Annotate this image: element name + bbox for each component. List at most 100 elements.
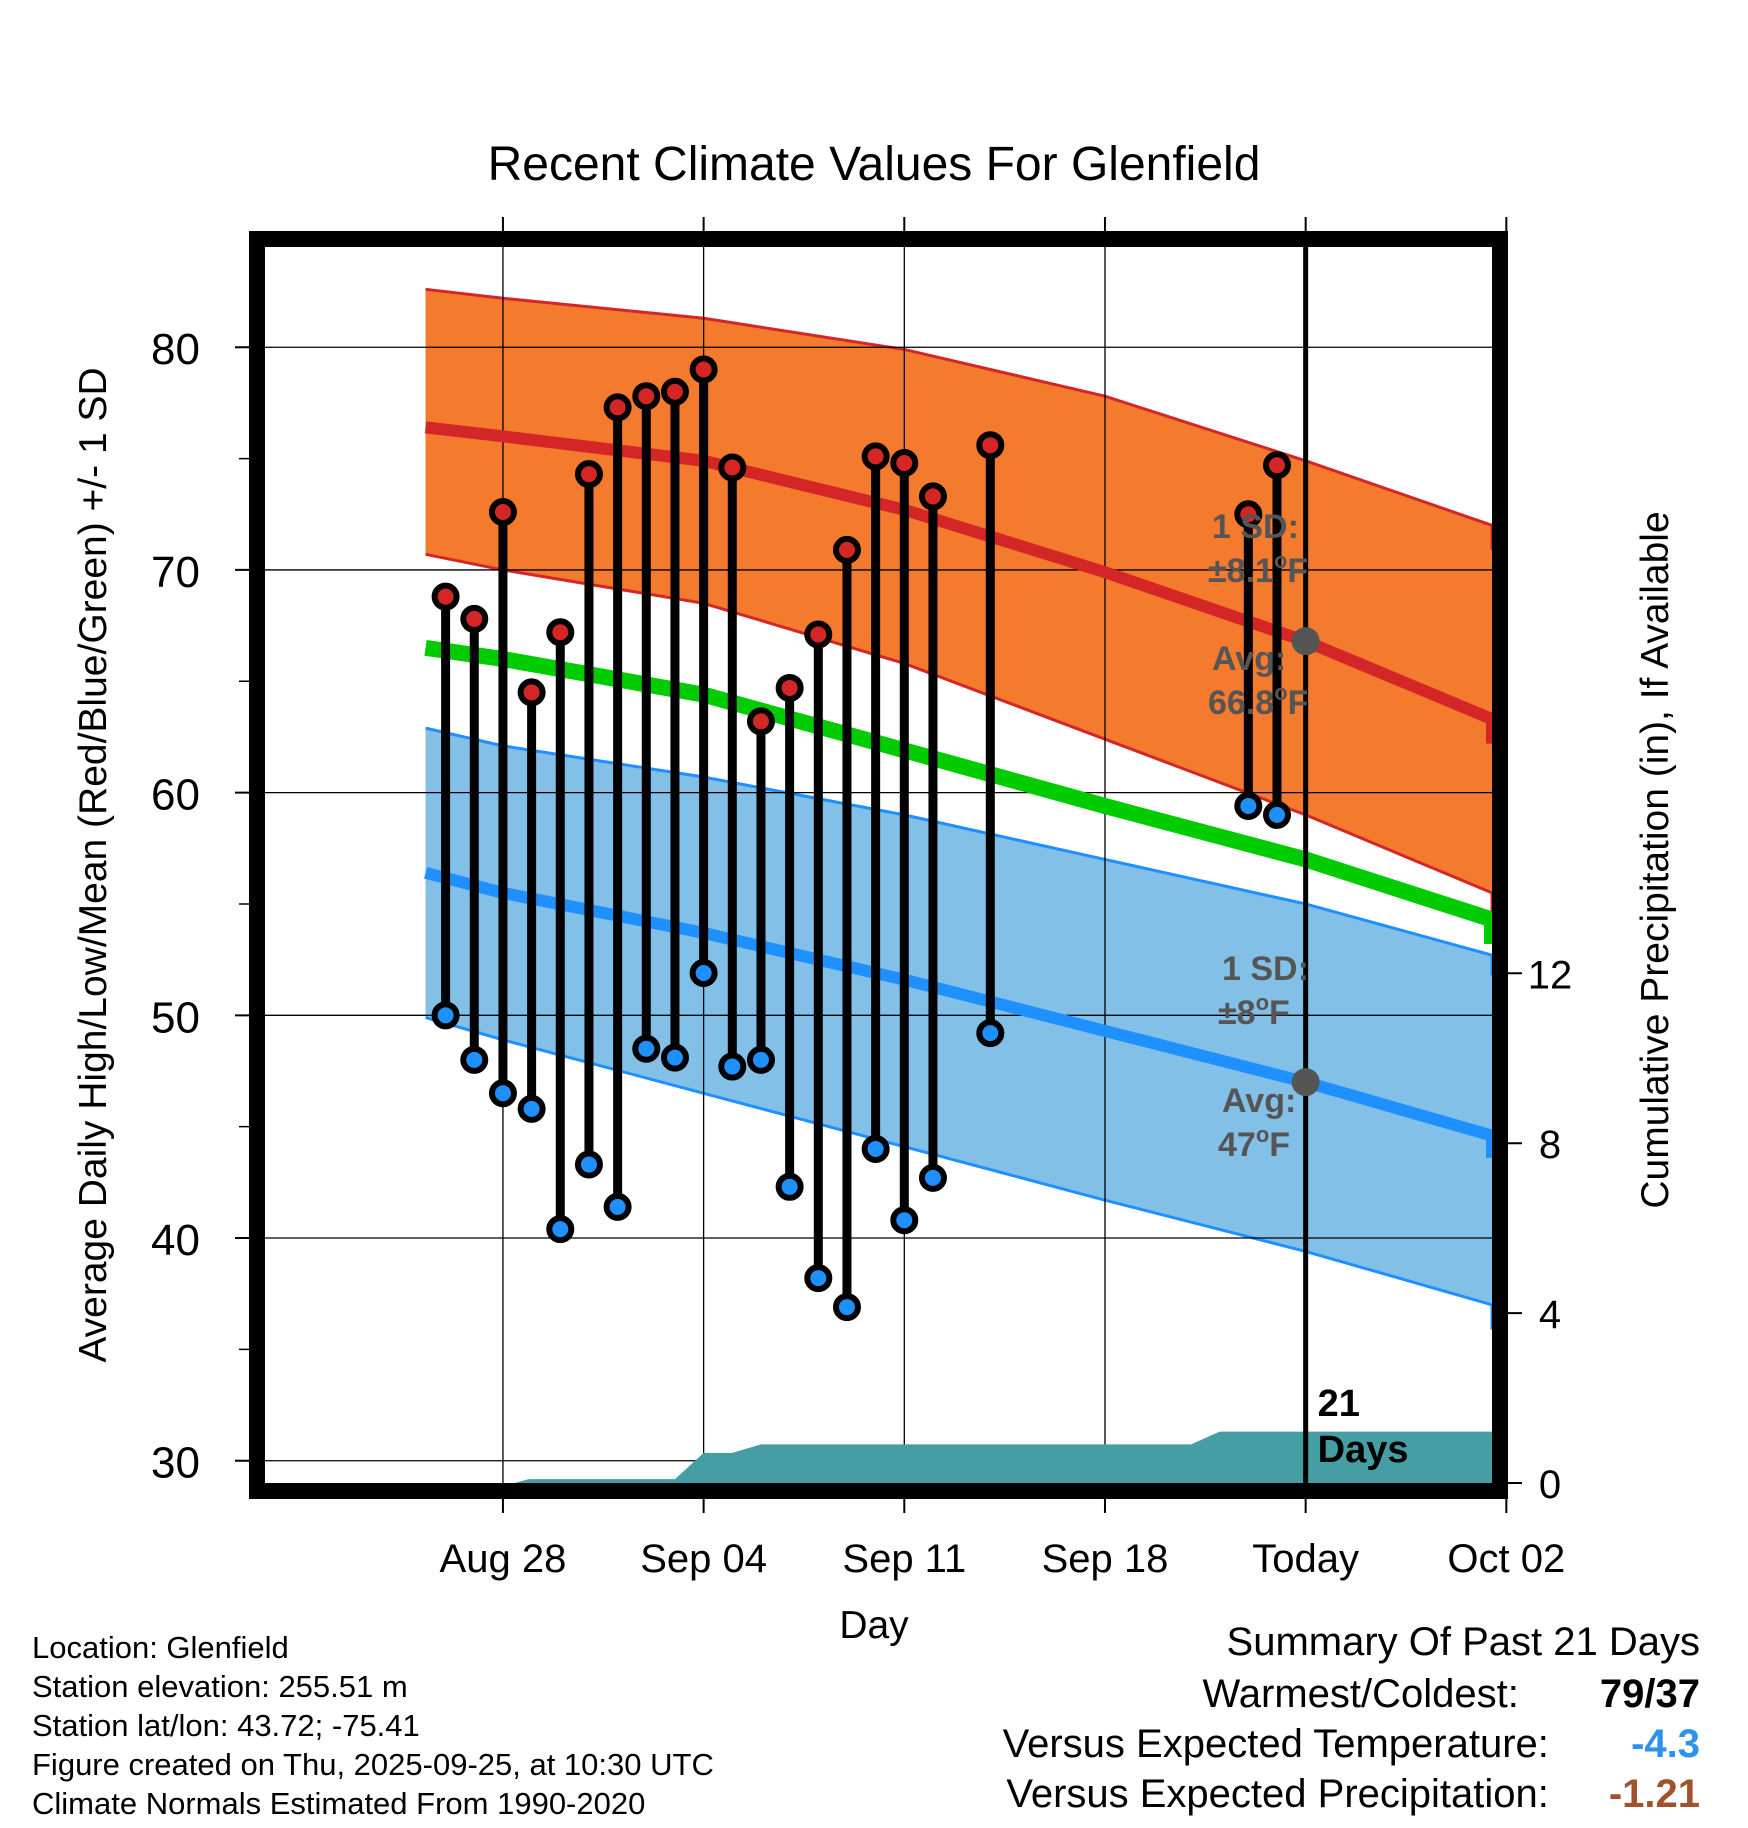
observed-low-point: [832, 1293, 861, 1322]
summary-temp-label: Versus Expected Temperature:: [1002, 1722, 1549, 1766]
y-axis-label: Average Daily High/Low/Mean (Red/Blue/Gr…: [72, 367, 115, 1362]
observed-high-point: [718, 453, 747, 482]
info-location: Location: Glenfield: [32, 1630, 289, 1665]
observed-low-point: [660, 1043, 689, 1072]
observed-low-point: [718, 1052, 747, 1081]
observed-high-point: [918, 482, 947, 511]
observed-high-point: [431, 582, 460, 611]
observed-low-point: [890, 1206, 919, 1235]
x-tick-label: Sep 18: [1042, 1537, 1169, 1581]
observed-low-point: [775, 1172, 804, 1201]
normal-bands: [425, 287, 1494, 1330]
y-tick-label: 40: [151, 1216, 200, 1265]
x-tick-label: Sep 11: [842, 1537, 966, 1581]
summary-temp-row: Versus Expected Temperature: -4.3: [1003, 1722, 1700, 1767]
observed-low-point: [1234, 791, 1263, 820]
low-annotation-sd-label: 1 SD:: [1222, 950, 1309, 988]
observed-high-point: [1262, 451, 1291, 480]
observed-high-point: [517, 678, 546, 707]
observed-low-point: [460, 1045, 489, 1074]
summary-precip-value: -1.21: [1608, 1772, 1700, 1816]
info-elevation: Station elevation: 255.51 m: [32, 1669, 408, 1704]
observed-low-point: [804, 1264, 833, 1293]
observed-high-point: [861, 442, 890, 471]
high-sd-band: [425, 289, 1493, 925]
station-info: Location: Glenfield Station elevation: 2…: [32, 1628, 714, 1823]
summary-warmest-label: Warmest/Coldest:: [1202, 1672, 1519, 1716]
summary-precip-label: Versus Expected Precipitation:: [1006, 1772, 1549, 1816]
avg-high-marker: [1291, 627, 1320, 656]
low-sd-edge: [425, 726, 1494, 976]
observed-high-point: [632, 382, 661, 411]
observed-high-point: [804, 620, 833, 649]
observed-low-point: [746, 1045, 775, 1074]
summary-title: Summary Of Past 21 Days: [1226, 1620, 1700, 1664]
y-tick-label: 30: [151, 1439, 200, 1488]
observed-high-point: [746, 707, 775, 736]
days-word-label: Days: [1318, 1429, 1409, 1471]
observed-low-point: [574, 1150, 603, 1179]
summary-precip-row: Versus Expected Precipitation: -1.21: [1006, 1772, 1700, 1817]
summary-temp-value: -4.3: [1631, 1722, 1700, 1766]
observed-high-point: [1234, 500, 1263, 529]
low-annotation-sd-value: ±8oF: [1218, 990, 1290, 1032]
avg-low-marker: [1291, 1068, 1320, 1097]
normal-lines: [424, 421, 1500, 1158]
observed-high-point: [660, 377, 689, 406]
observed-high-point: [775, 673, 804, 702]
y2-tick-label: 0: [1539, 1463, 1561, 1507]
observed-high-point: [460, 604, 489, 633]
observed-high-point: [976, 431, 1005, 460]
observed-low-point: [1262, 800, 1291, 829]
x-tick-label: Aug 28: [440, 1537, 567, 1581]
high-annotation-avg-label: Avg:: [1212, 640, 1286, 678]
info-latlon: Station lat/lon: 43.72; -75.41: [32, 1708, 420, 1743]
y2-tick-label: 4: [1539, 1293, 1561, 1337]
normal-low-line: [424, 866, 1498, 1158]
observed-low-point: [689, 959, 718, 988]
x-axis-label: Day: [839, 1604, 909, 1647]
y-tick-label: 80: [151, 325, 200, 374]
observed-low-point: [918, 1163, 947, 1192]
low-annotation-avg-label: Avg:: [1222, 1082, 1296, 1120]
observed-low-point: [976, 1019, 1005, 1048]
observed-low-point: [632, 1034, 661, 1063]
low-sd-band: [425, 728, 1493, 1330]
observations: [431, 355, 1291, 1322]
axes: 30 40 50 60 70 80 0 4 8 12 Aug 28 Sep 04 Sep 11 Sep 1…: [151, 217, 1572, 1581]
observed-high-point: [603, 393, 632, 422]
chart-title: Recent Climate Values For Glenfield: [488, 138, 1261, 191]
high-sd-edge: [425, 287, 1494, 550]
observed-high-point: [488, 498, 517, 527]
days-count-label: 21: [1318, 1383, 1360, 1425]
plot-border: [249, 231, 1508, 1499]
x-tick-label: Oct 02: [1447, 1537, 1565, 1581]
x-tick-label: Today: [1252, 1537, 1359, 1581]
plot-frame: [249, 231, 1508, 1499]
observed-high-point: [546, 618, 575, 647]
info-normals: Climate Normals Estimated From 1990-2020: [32, 1786, 646, 1821]
observed-high-point: [689, 355, 718, 384]
observed-low-point: [488, 1079, 517, 1108]
y2-tick-label: 8: [1539, 1123, 1561, 1167]
high-annotation-avg-value: 66.8oF: [1208, 680, 1308, 722]
y2-tick-label: 12: [1528, 953, 1573, 997]
low-annotation-avg-value: 47oF: [1218, 1122, 1290, 1164]
observed-high-point: [574, 460, 603, 489]
observed-high-point: [832, 535, 861, 564]
precipitation-area: [265, 1431, 1492, 1483]
summary-warmest-value: 79/37: [1599, 1672, 1700, 1716]
cumulative-precipitation-area: [265, 1431, 1492, 1483]
low-sd-edge: [425, 1016, 1494, 1330]
high-sd-edge: [425, 552, 1494, 925]
y-tick-label: 70: [151, 548, 200, 597]
observed-low-point: [603, 1192, 632, 1221]
observed-low-point: [517, 1094, 546, 1123]
summary-warmest-row: Warmest/Coldest: 79/37: [1203, 1672, 1701, 1717]
info-created: Figure created on Thu, 2025-09-25, at 10…: [32, 1747, 714, 1782]
observed-low-point: [546, 1215, 575, 1244]
high-annotation-sd-value: ±8.1oF: [1208, 548, 1308, 590]
y-tick-label: 50: [151, 993, 200, 1042]
